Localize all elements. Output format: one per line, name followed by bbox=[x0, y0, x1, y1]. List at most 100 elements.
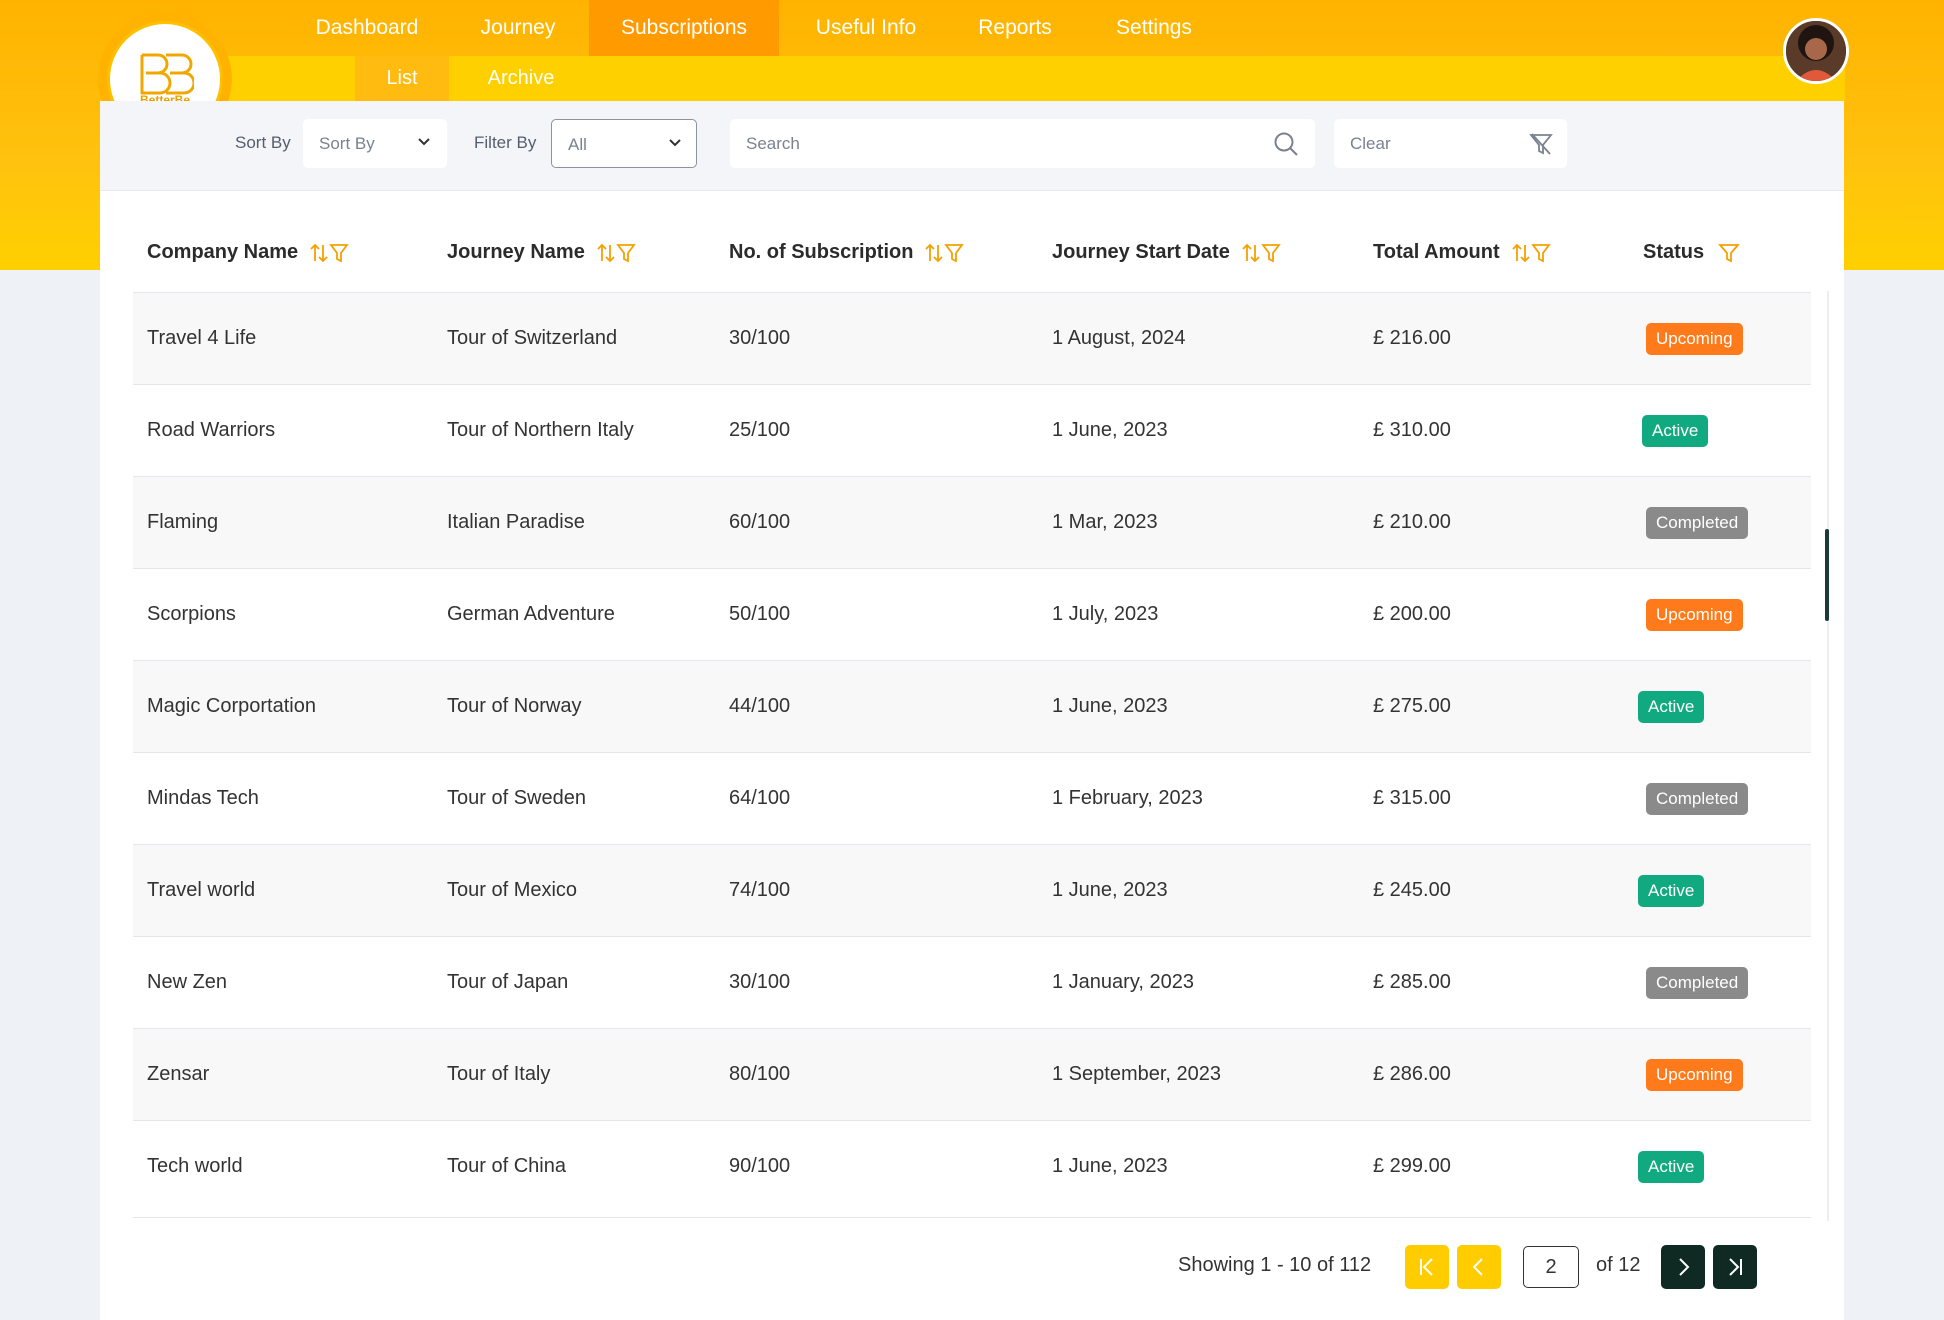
table-bottom-divider bbox=[133, 1217, 1811, 1218]
filter-by-select[interactable]: All bbox=[551, 119, 697, 168]
cell-amount: £ 315.00 bbox=[1373, 787, 1451, 809]
table-row[interactable]: Travel 4 Life Tour of Switzerland 30/100… bbox=[133, 292, 1811, 385]
cell-company: Magic Corportation bbox=[147, 695, 316, 717]
cell-amount: £ 310.00 bbox=[1373, 419, 1451, 441]
table-row[interactable]: Zensar Tour of Italy 80/100 1 September,… bbox=[133, 1028, 1811, 1121]
table-row[interactable]: Road Warriors Tour of Northern Italy 25/… bbox=[133, 384, 1811, 477]
cell-company: Tech world bbox=[147, 1155, 243, 1177]
cell-amount: £ 285.00 bbox=[1373, 971, 1451, 993]
header-total-amount[interactable]: Total Amount bbox=[1373, 241, 1552, 264]
next-page-button[interactable] bbox=[1661, 1245, 1705, 1289]
chevron-right-icon bbox=[1679, 1258, 1690, 1276]
top-nav: Dashboard Journey Subscriptions Useful I… bbox=[0, 0, 1944, 56]
table-row[interactable]: Tech world Tour of China 90/100 1 June, … bbox=[133, 1120, 1811, 1213]
cell-subscriptions: 50/100 bbox=[729, 603, 791, 625]
last-page-button[interactable] bbox=[1713, 1245, 1757, 1289]
status-badge: Active bbox=[1642, 415, 1709, 447]
chevron-left-icon bbox=[1472, 1258, 1483, 1276]
cell-journey: Italian Paradise bbox=[447, 511, 585, 533]
logo[interactable]: BetterBe bbox=[98, 12, 232, 146]
cell-company: Mindas Tech bbox=[147, 787, 259, 809]
cell-journey: Tour of China bbox=[447, 1155, 566, 1177]
search-placeholder: Search bbox=[746, 134, 800, 153]
nav-useful-info[interactable]: Useful Info bbox=[815, 16, 917, 39]
sort-filter-icon[interactable] bbox=[597, 242, 637, 264]
cell-amount: £ 299.00 bbox=[1373, 1155, 1451, 1177]
sort-filter-icon[interactable] bbox=[1512, 242, 1552, 264]
cell-company: Travel 4 Life bbox=[147, 327, 257, 349]
header-no-of-subscription[interactable]: No. of Subscription bbox=[729, 241, 965, 264]
sort-filter-icon[interactable] bbox=[310, 242, 350, 264]
header-label: No. of Subscription bbox=[729, 241, 914, 263]
header-journey-start-date[interactable]: Journey Start Date bbox=[1052, 241, 1282, 264]
sub-nav: List Archive bbox=[225, 56, 1845, 101]
cell-journey: Tour of Italy bbox=[447, 1063, 551, 1085]
cell-journey: Tour of Norway bbox=[447, 695, 582, 717]
status-badge: Completed bbox=[1646, 507, 1749, 539]
header-label: Company Name bbox=[147, 241, 299, 263]
cell-amount: £ 210.00 bbox=[1373, 511, 1451, 533]
prev-page-button[interactable] bbox=[1457, 1245, 1501, 1289]
cell-subscriptions: 90/100 bbox=[729, 1155, 791, 1177]
clear-filters-button[interactable]: Clear bbox=[1334, 119, 1567, 168]
header-label: Journey Name bbox=[447, 241, 585, 263]
table-row[interactable]: Travel world Tour of Mexico 74/100 1 Jun… bbox=[133, 844, 1811, 937]
cell-company: Zensar bbox=[147, 1063, 210, 1085]
cell-company: Flaming bbox=[147, 511, 219, 533]
table-row[interactable]: Magic Corportation Tour of Norway 44/100… bbox=[133, 660, 1811, 753]
nav-journey[interactable]: Journey bbox=[480, 16, 556, 39]
cell-company: Road Warriors bbox=[147, 419, 276, 441]
table-row[interactable]: Scorpions German Adventure 50/100 1 July… bbox=[133, 568, 1811, 661]
sort-filter-icon[interactable] bbox=[925, 242, 965, 264]
subnav-archive[interactable]: Archive bbox=[487, 67, 555, 89]
header-status[interactable]: Status bbox=[1643, 241, 1741, 264]
cell-start-date: 1 June, 2023 bbox=[1052, 879, 1168, 901]
first-page-button[interactable] bbox=[1405, 1245, 1449, 1289]
toolbar: Sort By Sort By Filter By All Search Cle… bbox=[100, 101, 1844, 191]
sort-by-select[interactable]: Sort By bbox=[303, 119, 447, 168]
cell-start-date: 1 Mar, 2023 bbox=[1052, 511, 1158, 533]
subnav-list[interactable]: List bbox=[355, 56, 449, 101]
status-badge: Upcoming bbox=[1646, 323, 1743, 355]
cell-amount: £ 275.00 bbox=[1373, 695, 1451, 717]
status-badge: Active bbox=[1638, 1151, 1705, 1183]
filter-icon[interactable] bbox=[1718, 242, 1741, 264]
page-number-input[interactable]: 2 bbox=[1523, 1246, 1579, 1288]
header-company-name[interactable]: Company Name bbox=[147, 241, 350, 264]
user-avatar[interactable] bbox=[1783, 18, 1849, 84]
table-row[interactable]: New Zen Tour of Japan 30/100 1 January, … bbox=[133, 936, 1811, 1029]
cell-subscriptions: 30/100 bbox=[729, 327, 791, 349]
scrollbar-track[interactable] bbox=[1827, 291, 1829, 1221]
page-total-label: of 12 bbox=[1596, 1254, 1641, 1276]
table-row[interactable]: Mindas Tech Tour of Sweden 64/100 1 Febr… bbox=[133, 752, 1811, 845]
status-badge: Upcoming bbox=[1646, 1059, 1743, 1091]
cell-subscriptions: 25/100 bbox=[729, 419, 791, 441]
cell-amount: £ 286.00 bbox=[1373, 1063, 1451, 1085]
pagination-summary: Showing 1 - 10 of 112 bbox=[1178, 1254, 1372, 1276]
filter-by-value: All bbox=[568, 135, 587, 154]
avatar-icon bbox=[1786, 21, 1846, 81]
table-row[interactable]: Flaming Italian Paradise 60/100 1 Mar, 2… bbox=[133, 476, 1811, 569]
last-page-icon bbox=[1729, 1258, 1742, 1276]
header-label: Status bbox=[1643, 241, 1705, 263]
status-badge: Active bbox=[1638, 691, 1705, 723]
header-journey-name[interactable]: Journey Name bbox=[447, 241, 637, 264]
nav-subscriptions[interactable]: Subscriptions bbox=[589, 0, 779, 56]
scrollbar-thumb[interactable] bbox=[1825, 529, 1829, 621]
cell-subscriptions: 64/100 bbox=[729, 787, 791, 809]
cell-journey: Tour of Mexico bbox=[447, 879, 578, 901]
nav-dashboard[interactable]: Dashboard bbox=[315, 16, 419, 39]
search-icon[interactable] bbox=[1273, 131, 1299, 157]
cell-journey: Tour of Switzerland bbox=[447, 327, 618, 349]
nav-reports[interactable]: Reports bbox=[978, 16, 1052, 39]
cell-start-date: 1 June, 2023 bbox=[1052, 419, 1168, 441]
search-input[interactable]: Search bbox=[730, 119, 1315, 168]
nav-settings[interactable]: Settings bbox=[1116, 16, 1192, 39]
cell-amount: £ 200.00 bbox=[1373, 603, 1451, 625]
cell-start-date: 1 September, 2023 bbox=[1052, 1063, 1222, 1085]
sort-filter-icon[interactable] bbox=[1242, 242, 1282, 264]
status-badge: Active bbox=[1638, 875, 1705, 907]
sort-by-label: Sort By bbox=[235, 133, 291, 152]
subscriptions-card: Sort By Sort By Filter By All Search Cle… bbox=[100, 101, 1844, 1320]
cell-journey: Tour of Northern Italy bbox=[447, 419, 634, 441]
